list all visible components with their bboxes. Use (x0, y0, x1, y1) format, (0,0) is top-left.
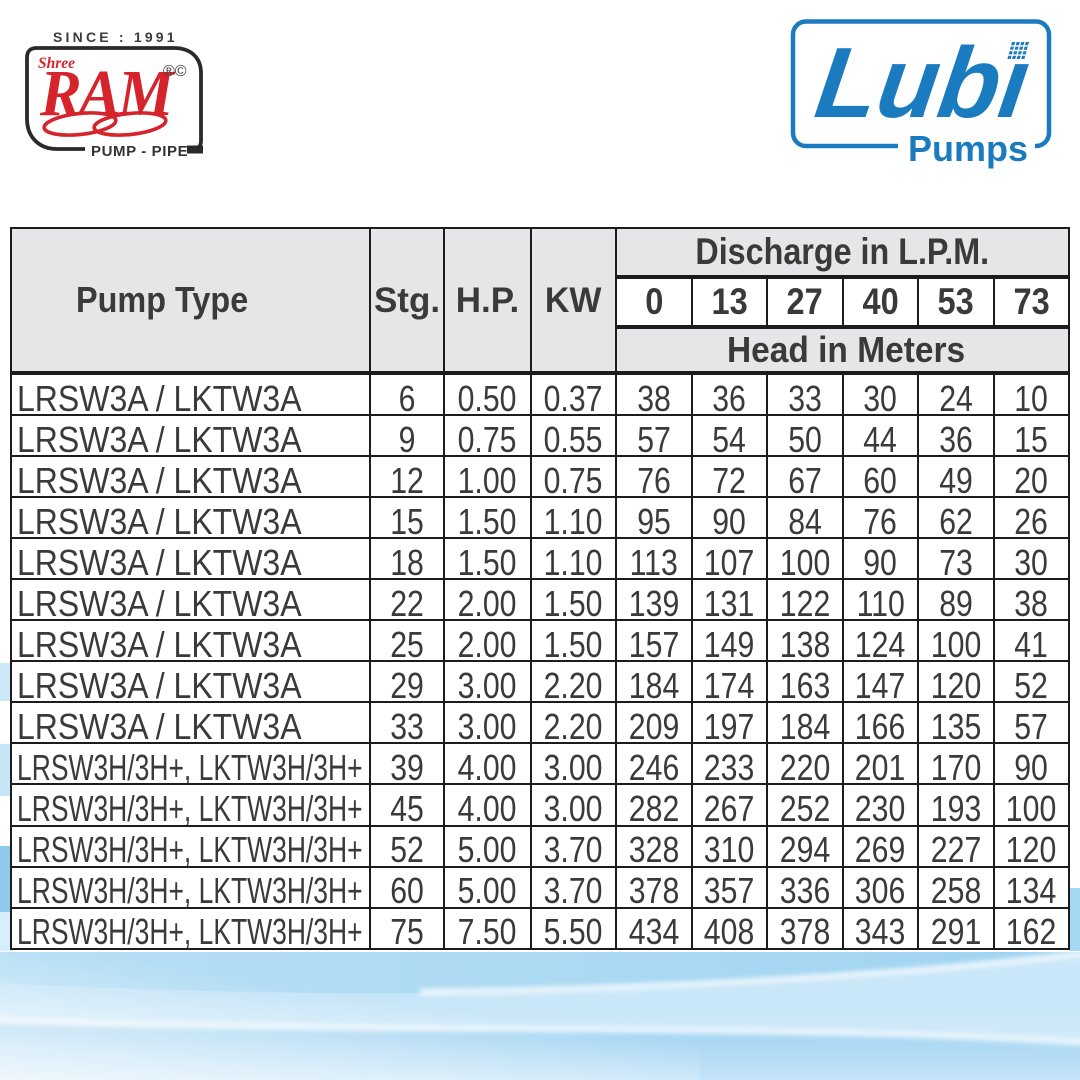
svg-text:Lubı: Lubı (809, 27, 1036, 138)
svg-text:Pumps: Pumps (908, 128, 1028, 169)
svg-text:PUMP - PIPE: PUMP - PIPE (91, 143, 188, 160)
svg-text:Shree: Shree (38, 55, 75, 72)
svg-text:®©: ®© (163, 63, 187, 80)
